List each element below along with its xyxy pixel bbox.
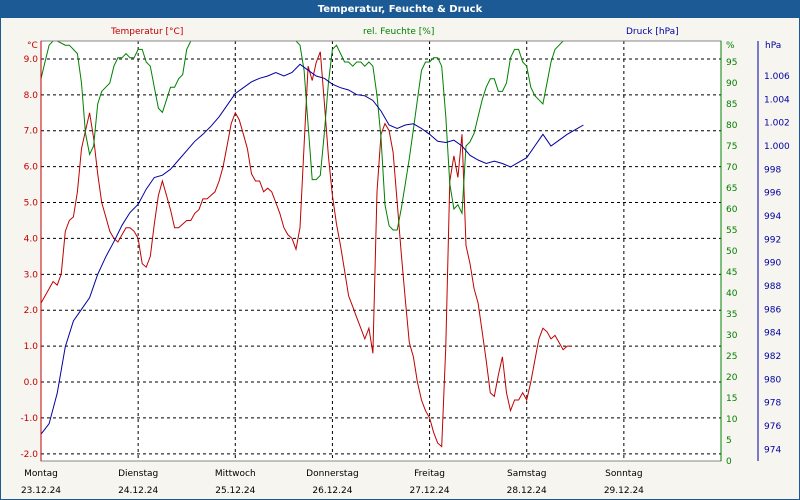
temperature-tick-label: 5.0 [24, 199, 39, 209]
humidity-tick-label: 45 [726, 268, 737, 278]
humidity-axis-title: rel. Feuchte [%] [363, 27, 434, 37]
x-tick-weekday: Sonntag [605, 469, 642, 479]
pressure-tick-label: 1.004 [764, 95, 790, 105]
humidity-tick-label: 50 [726, 247, 738, 257]
pressure-tick-label: 990 [764, 259, 781, 269]
temperature-tick-label: -1.0 [20, 414, 38, 424]
pressure-tick-label: 988 [764, 282, 781, 292]
humidity-tick-label: 10 [726, 415, 738, 425]
pressure-tick-label: 992 [764, 235, 781, 245]
temperature-tick-label: -2.0 [20, 450, 38, 460]
humidity-tick-label: 15 [726, 394, 737, 404]
humidity-tick-label: 35 [726, 310, 737, 320]
x-tick-date: 29.12.24 [604, 486, 644, 496]
x-tick-weekday: Montag [24, 469, 58, 479]
temperature-tick-label: 3.0 [24, 270, 39, 280]
temperature-tick-label: 1.0 [24, 342, 39, 352]
temperature-tick-label: 7.0 [24, 127, 39, 137]
pressure-tick-label: 978 [764, 399, 781, 409]
humidity-tick-label: 20 [726, 373, 738, 383]
x-tick-date: 23.12.24 [21, 486, 61, 496]
x-tick-weekday: Dienstag [118, 469, 158, 479]
humidity-tick-label: 70 [726, 163, 738, 173]
x-tick-weekday: Donnerstag [306, 469, 359, 479]
x-tick-date: 28.12.24 [507, 486, 547, 496]
pressure-tick-label: 984 [764, 329, 781, 339]
x-tick-date: 26.12.24 [312, 486, 352, 496]
x-tick-weekday: Samstag [507, 469, 546, 479]
humidity-tick-label: 95 [726, 58, 737, 68]
temperature-tick-label: 2.0 [24, 306, 39, 316]
temperature-tick-label: 4.0 [24, 234, 39, 244]
x-tick-weekday: Freitag [414, 469, 445, 479]
pressure-line [40, 63, 584, 435]
pressure-tick-label: 996 [764, 189, 781, 199]
pressure-axis-title: Druck [hPa] [626, 27, 679, 37]
pressure-tick-label: 980 [764, 375, 781, 385]
x-tick-date: 24.12.24 [118, 486, 158, 496]
humidity-tick-label: 90 [726, 79, 738, 89]
humidity-tick-label: 30 [726, 331, 738, 341]
temperature-tick-label: 8.0 [24, 91, 39, 101]
humidity-tick-label: 60 [726, 205, 738, 215]
plot-area [41, 41, 721, 461]
humidity-tick-label: 85 [726, 100, 737, 110]
humidity-unit: % [726, 41, 735, 51]
humidity-tick-label: 75 [726, 142, 737, 152]
x-tick-date: 25.12.24 [215, 486, 255, 496]
humidity-line [40, 40, 568, 231]
x-tick-weekday: Mittwoch [215, 469, 256, 479]
chart-title: Temperatur, Feuchte & Druck [1, 1, 799, 18]
pressure-tick-label: 1.002 [764, 119, 790, 129]
humidity-tick-label: 25 [726, 352, 737, 362]
humidity-tick-label: 0 [726, 457, 732, 467]
humidity-tick-label: 5 [726, 436, 732, 446]
pressure-tick-label: 986 [764, 305, 781, 315]
humidity-tick-label: 65 [726, 184, 737, 194]
humidity-tick-label: 55 [726, 226, 737, 236]
pressure-tick-label: 974 [764, 445, 781, 455]
temperature-tick-label: 9.0 [24, 55, 39, 65]
pressure-unit: hPa [765, 41, 781, 51]
pressure-tick-label: 994 [764, 212, 781, 222]
pressure-tick-label: 982 [764, 352, 781, 362]
temperature-unit: °C [27, 41, 38, 51]
temperature-axis-title: Temperatur [°C] [110, 27, 183, 37]
pressure-tick-label: 998 [764, 165, 781, 175]
pressure-tick-label: 1.006 [764, 72, 790, 82]
temperature-tick-label: 0.0 [24, 378, 39, 388]
pressure-tick-label: 1.000 [764, 142, 790, 152]
humidity-tick-label: 80 [726, 121, 738, 131]
x-tick-date: 27.12.24 [410, 486, 450, 496]
humidity-tick-label: 40 [726, 289, 738, 299]
temperature-line [40, 51, 572, 448]
temperature-tick-label: 6.0 [24, 163, 39, 173]
pressure-tick-label: 976 [764, 422, 781, 432]
